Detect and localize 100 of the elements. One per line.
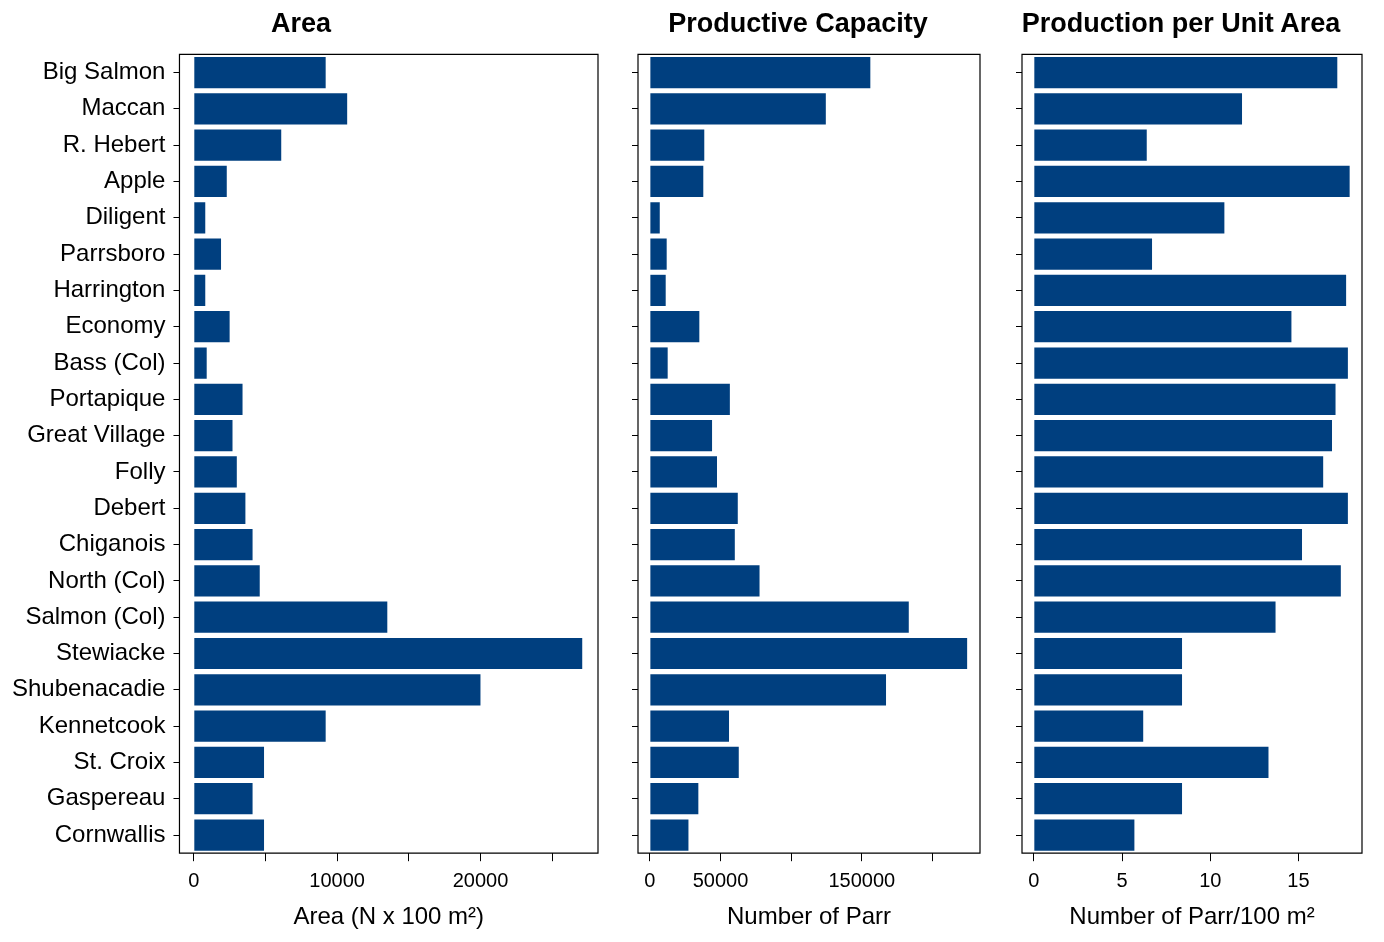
bar — [650, 420, 713, 452]
bar — [1034, 238, 1153, 270]
y-tick-label: Gaspereau — [46, 783, 166, 811]
y-tick-label: Folly — [114, 456, 166, 484]
bar — [1034, 492, 1348, 524]
y-tick-label: Shubenacadie — [12, 674, 166, 702]
bar — [194, 492, 246, 524]
bar — [194, 93, 348, 125]
bar — [194, 202, 206, 234]
bar — [650, 456, 717, 488]
bar — [1034, 165, 1350, 198]
bar — [194, 347, 207, 379]
x-tick-label: 20000 — [452, 868, 509, 891]
x-axis-title: Number of Parr/100 m² — [1069, 902, 1315, 930]
x-tick-label: 5 — [1116, 868, 1128, 891]
bar — [1034, 746, 1269, 779]
bar — [194, 456, 237, 488]
x-tick-label: 50000 — [692, 868, 749, 891]
bar — [194, 674, 481, 706]
x-tick-label: 15 — [1287, 868, 1310, 891]
x-tick-label: 150000 — [828, 868, 896, 891]
bar — [1034, 674, 1183, 706]
bar — [1034, 202, 1225, 234]
bar — [1034, 93, 1243, 125]
bar — [1034, 383, 1336, 415]
bar — [1034, 637, 1183, 670]
bar — [650, 819, 689, 851]
x-tick-label: 10000 — [309, 868, 365, 891]
bar — [650, 311, 700, 343]
bar — [194, 165, 227, 198]
y-tick-label: Kennetcook — [38, 710, 167, 738]
bar — [194, 129, 282, 161]
y-tick-label: Harrington — [53, 275, 166, 303]
y-tick-label: Apple — [104, 166, 166, 194]
x-tick-label: 0 — [188, 868, 200, 891]
bar — [650, 383, 730, 415]
bar — [650, 56, 871, 89]
y-tick-label: Cornwallis — [54, 819, 166, 847]
bar — [1034, 783, 1183, 815]
bar — [1034, 710, 1144, 742]
x-axis-title: Number of Parr — [726, 902, 892, 930]
y-tick-label: Chiganois — [58, 529, 166, 557]
chart-title: Productive Capacity — [668, 7, 928, 38]
bar — [1034, 819, 1135, 851]
bar — [194, 601, 388, 633]
bar — [650, 601, 909, 633]
bar — [1034, 528, 1303, 561]
y-tick-label: R. Hebert — [62, 129, 166, 157]
bar — [650, 202, 660, 234]
bar — [194, 274, 206, 307]
bar — [1034, 601, 1276, 633]
y-tick-label: Big Salmon — [42, 57, 166, 85]
bar — [650, 528, 735, 561]
bar — [1034, 347, 1348, 379]
bar — [1034, 274, 1347, 307]
bar — [194, 238, 222, 270]
y-tick-label: North (Col) — [48, 565, 166, 593]
bar — [650, 710, 730, 742]
bar — [194, 783, 253, 815]
bar — [194, 383, 243, 415]
bar — [650, 565, 760, 597]
chart-title: Area — [270, 7, 332, 38]
bar — [194, 746, 265, 779]
y-tick-label: Great Village — [27, 420, 166, 448]
bar — [194, 420, 233, 452]
bar — [1034, 456, 1324, 488]
bar — [194, 565, 260, 597]
chart-title: Production per Unit Area — [1021, 7, 1342, 38]
bar — [650, 637, 968, 670]
bar — [650, 746, 739, 779]
bar — [650, 492, 738, 524]
bar — [194, 56, 326, 89]
bar — [194, 311, 230, 343]
x-axis-title: Area (N x 100 m²) — [293, 902, 485, 930]
bar — [1034, 311, 1292, 343]
bar — [194, 528, 253, 561]
y-tick-label: Economy — [65, 311, 166, 339]
y-tick-label: Bass (Col) — [53, 347, 166, 375]
bar — [1034, 56, 1338, 89]
y-tick-label: Parrsboro — [60, 238, 166, 266]
y-tick-label: Maccan — [81, 93, 166, 121]
y-tick-label: Stewiacke — [56, 638, 166, 666]
bar — [650, 674, 887, 706]
bar — [1034, 129, 1147, 161]
bar — [650, 783, 699, 815]
bar — [650, 347, 668, 379]
bar — [194, 637, 583, 670]
bar — [1034, 420, 1333, 452]
y-tick-label: Salmon (Col) — [25, 601, 166, 629]
bar — [194, 710, 326, 742]
bar — [650, 165, 704, 198]
y-tick-label: St. Croix — [73, 747, 166, 775]
x-tick-label: 10 — [1199, 868, 1222, 891]
bar — [650, 129, 705, 161]
bar — [650, 238, 667, 270]
bar — [1034, 565, 1341, 597]
bar — [650, 93, 826, 125]
y-tick-label: Debert — [93, 492, 166, 520]
x-tick-label: 0 — [644, 868, 656, 891]
y-tick-label: Diligent — [85, 202, 166, 230]
